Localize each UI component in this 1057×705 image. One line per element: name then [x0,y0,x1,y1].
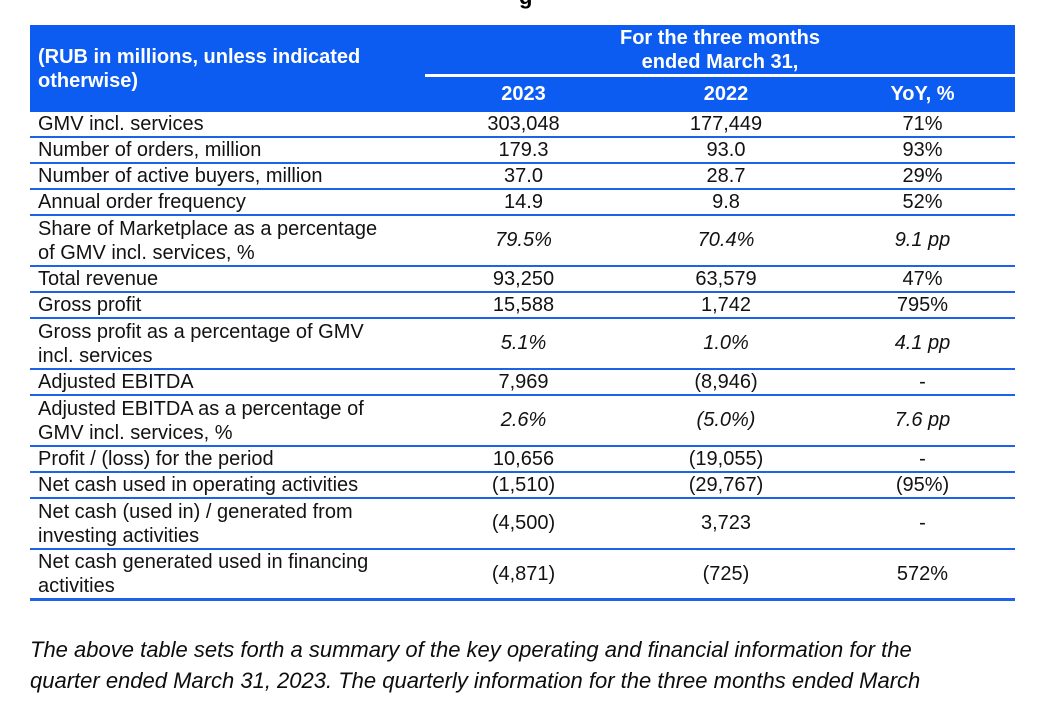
value-2023: 14.9 [504,190,543,213]
value-2022: 9.8 [712,190,740,213]
value-yoy: (95%) [895,473,950,496]
value-2022: 3,723 [700,512,752,534]
value-2023: 79.5% [495,229,552,251]
row-label: Share of Marketplace as a percentage of … [38,217,378,264]
table-row: Share of Marketplace as a percentage of … [30,216,1015,267]
row-label: Gross profit [38,294,142,316]
table-row: Profit / (loss) for the period 10,656 (1… [30,447,1015,473]
row-label: Net cash used in operating activities [38,474,359,496]
period-header: For the three months ended March 31, [425,25,1015,77]
table-row: Number of active buyers, million 37.0 28… [30,164,1015,190]
row-label: Number of orders, million [38,139,262,161]
table-row: Adjusted EBITDA as a percentage of GMV i… [30,396,1015,447]
value-2023: (1,510) [491,473,556,496]
corner-header: (RUB in millions, unless indicated other… [38,45,361,92]
row-label: Annual order frequency [38,191,246,213]
value-2022: 28.7 [706,164,746,187]
table-row: GMV incl. services 303,048 177,449 71% [30,112,1015,138]
value-2022: 1,742 [700,293,752,316]
value-2023: 303,048 [487,112,560,135]
value-yoy: - [919,447,926,470]
value-yoy: 93% [902,138,943,161]
value-2023: (4,500) [491,512,556,534]
table-row: Net cash (used in) / generated from inve… [30,499,1015,550]
value-2022: (725) [702,562,750,585]
row-label: Profit / (loss) for the period [38,448,274,470]
table-row: Adjusted EBITDA 7,969 (8,946) - [30,370,1015,396]
row-label: Adjusted EBITDA [38,371,194,393]
row-label: Adjusted EBITDA as a percentage of GMV i… [38,397,364,444]
cutoff-text-fragment: g [519,0,543,9]
row-label: Gross profit as a percentage of GMV incl… [38,320,364,367]
value-yoy: - [919,370,926,393]
value-2023: 93,250 [492,267,555,290]
value-2023: 179.3 [498,138,549,161]
value-2023: 7,969 [498,370,549,393]
value-2023: 2.6% [500,409,547,431]
table-row: Number of orders, million 179.3 93.0 93% [30,138,1015,164]
row-label: Number of active buyers, million [38,165,323,187]
value-2023: (4,871) [491,562,556,585]
value-2022: 70.4% [697,229,755,251]
value-yoy: 29% [902,164,943,187]
row-label: Total revenue [38,268,159,290]
value-yoy: 71% [902,112,943,135]
value-yoy: 52% [902,190,943,213]
value-2022: 63,579 [695,267,757,290]
row-label: Net cash generated used in financing act… [38,551,369,597]
value-2022: (8,946) [694,370,758,393]
value-2023: 37.0 [504,164,543,187]
value-yoy: - [919,512,926,534]
footnote-paragraph: The above table sets forth a summary of … [30,637,921,693]
row-label: Net cash (used in) / generated from inve… [38,500,353,547]
value-yoy: 7.6 pp [894,409,951,431]
row-label: GMV incl. services [38,113,204,135]
value-2022: (19,055) [688,447,764,470]
value-yoy: 47% [902,267,943,290]
value-2022: 1.0% [703,332,749,354]
value-yoy: 4.1 pp [894,332,951,354]
value-2022: (29,767) [688,473,764,496]
value-2022: 93.0 [706,138,746,161]
table-row: Net cash generated used in financing act… [30,550,1015,601]
value-2023: 10,656 [492,447,555,470]
period-header-group: For the three months ended March 31, 202… [425,25,1015,112]
value-2022: (5.0%) [696,409,756,431]
column-header-yoy: YoY, % [890,83,955,105]
column-header-2022: 2022 [703,83,749,105]
table-row: Total revenue 93,250 63,579 47% [30,267,1015,293]
cutoff-glyph: g [519,0,543,9]
value-yoy: 795% [896,293,949,316]
table-row: Gross profit as a percentage of GMV incl… [30,319,1015,370]
value-2022: 177,449 [689,112,763,135]
table-row: Annual order frequency 14.9 9.8 52% [30,190,1015,216]
table-header: (RUB in millions, unless indicated other… [30,25,1015,112]
column-header-2023: 2023 [501,83,546,105]
table-row: Gross profit 15,588 1,742 795% [30,293,1015,319]
value-yoy: 9.1 pp [894,229,951,251]
table-row: Net cash used in operating activities (1… [30,473,1015,499]
year-header-row: 2023 2022 YoY, % [425,77,1015,112]
value-2023: 5.1% [500,332,547,354]
value-yoy: 572% [896,562,949,585]
value-2023: 15,588 [492,293,555,316]
financial-summary-table: (RUB in millions, unless indicated other… [30,25,1015,601]
